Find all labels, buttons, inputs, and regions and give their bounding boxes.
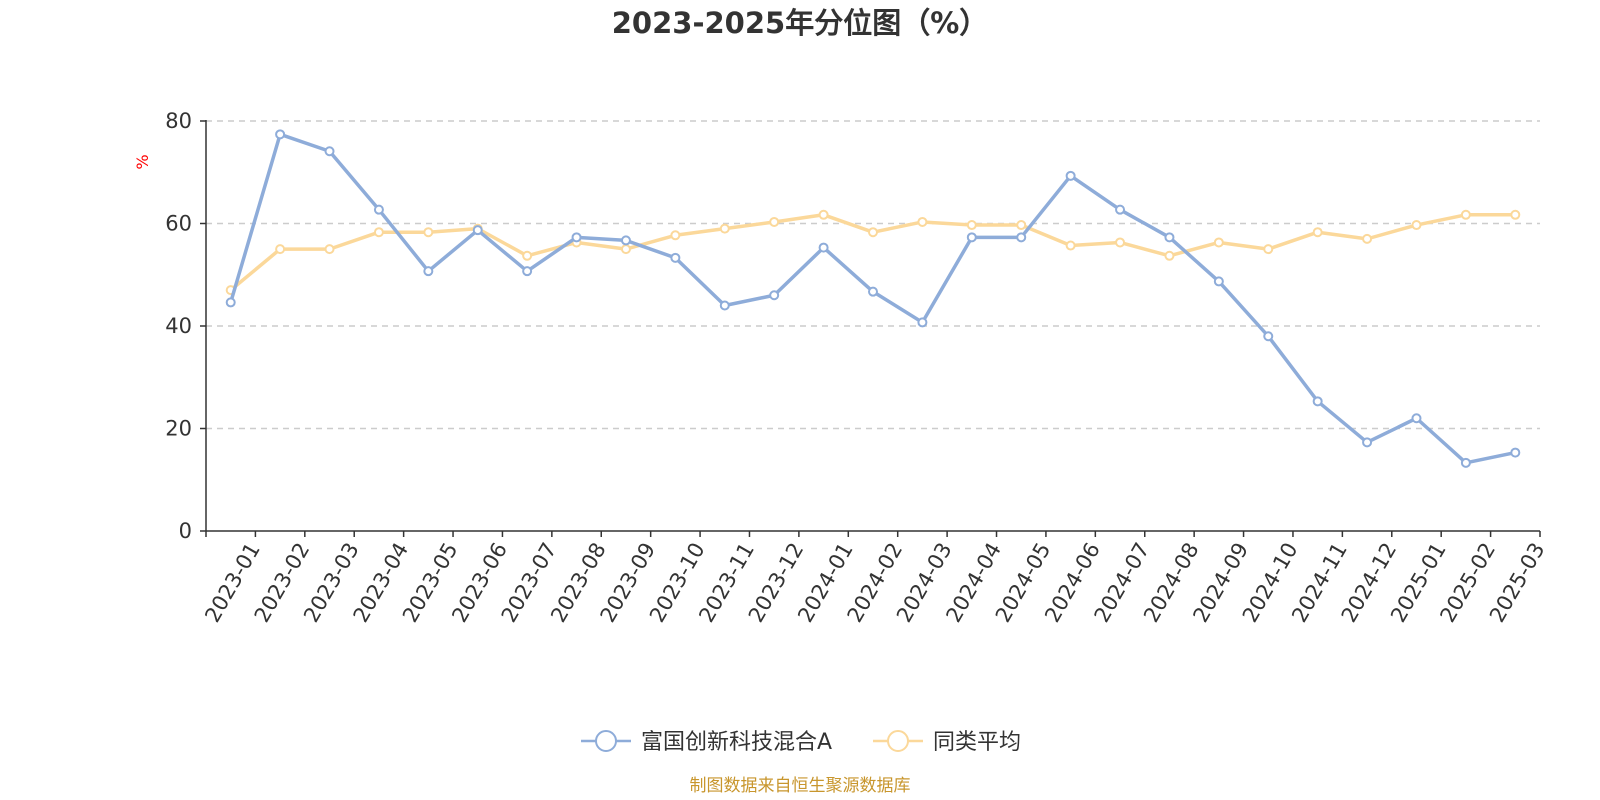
data-point[interactable] <box>1362 233 1373 244</box>
data-point[interactable] <box>1213 276 1224 287</box>
data-point[interactable] <box>966 232 977 243</box>
legend-item-1[interactable]: 同类平均 <box>873 730 1021 755</box>
series-1 <box>225 209 1521 296</box>
data-point[interactable] <box>769 216 780 227</box>
data-point[interactable] <box>1213 237 1224 248</box>
data-point[interactable] <box>1362 437 1373 448</box>
data-point[interactable] <box>522 250 533 261</box>
data-point[interactable] <box>472 225 483 236</box>
y-tick-label: 20 <box>165 417 192 441</box>
data-point[interactable] <box>1164 232 1175 243</box>
data-point[interactable] <box>275 129 286 140</box>
data-point[interactable] <box>1164 250 1175 261</box>
data-point[interactable] <box>373 227 384 238</box>
y-tick-label: 80 <box>165 109 192 133</box>
data-point[interactable] <box>818 242 829 253</box>
data-point[interactable] <box>1510 209 1521 220</box>
data-point[interactable] <box>1065 170 1076 181</box>
data-point[interactable] <box>868 286 878 297</box>
data-point[interactable] <box>818 209 829 220</box>
data-point[interactable] <box>1312 227 1323 238</box>
data-point[interactable] <box>917 216 928 227</box>
data-point[interactable] <box>719 223 730 234</box>
y-tick-label: 0 <box>179 519 192 543</box>
legend-label: 富国创新科技混合A <box>641 730 832 755</box>
data-point[interactable] <box>225 297 236 308</box>
series-line <box>229 213 1516 292</box>
data-point[interactable] <box>1411 220 1422 231</box>
data-point[interactable] <box>670 230 681 241</box>
legend-circle-icon <box>887 730 909 752</box>
data-point[interactable] <box>1115 237 1126 248</box>
y-tick-label: 60 <box>165 212 192 236</box>
source-note: 制图数据来自恒生聚源数据库 <box>690 776 911 796</box>
data-point[interactable] <box>275 244 286 255</box>
y-tick-label: 40 <box>165 314 192 338</box>
legend: 富国创新科技混合A 同类平均 <box>581 730 1021 755</box>
data-point[interactable] <box>423 227 434 238</box>
data-point[interactable] <box>1016 232 1027 243</box>
data-point[interactable] <box>769 290 780 301</box>
series-0 <box>225 129 1521 468</box>
y-axis-unit-label: % <box>133 154 152 169</box>
data-point[interactable] <box>1115 204 1126 215</box>
series-lines <box>225 129 1521 468</box>
data-point[interactable] <box>670 252 681 263</box>
data-point[interactable] <box>868 227 878 238</box>
data-point[interactable] <box>571 232 582 243</box>
data-point[interactable] <box>1065 240 1076 251</box>
data-point[interactable] <box>1312 396 1323 407</box>
data-point[interactable] <box>1510 447 1521 458</box>
chart-title: 2023-2025年分位图（%） <box>612 6 989 40</box>
data-point[interactable] <box>423 266 434 277</box>
data-point[interactable] <box>373 204 384 215</box>
data-point[interactable] <box>917 317 928 328</box>
series-line <box>229 132 1516 465</box>
y-tick-labels: 0 20 40 60 80 <box>165 109 192 543</box>
data-point[interactable] <box>719 300 730 311</box>
axes <box>200 120 1541 537</box>
data-point[interactable] <box>522 266 533 277</box>
data-point[interactable] <box>1263 331 1274 342</box>
data-point[interactable] <box>324 146 335 157</box>
legend-circle-icon <box>595 730 617 752</box>
data-point[interactable] <box>1263 244 1274 255</box>
legend-label: 同类平均 <box>933 730 1021 755</box>
data-point[interactable] <box>1460 457 1471 468</box>
data-point[interactable] <box>620 244 631 255</box>
data-point[interactable] <box>966 220 977 231</box>
legend-item-0[interactable]: 富国创新科技混合A <box>581 730 832 755</box>
grid-lines <box>206 120 1540 430</box>
data-point[interactable] <box>1016 220 1027 231</box>
data-point[interactable] <box>1460 209 1471 220</box>
data-point[interactable] <box>1411 413 1422 424</box>
data-point[interactable] <box>324 244 335 255</box>
data-point[interactable] <box>620 235 631 246</box>
x-tick-labels: 2023-012023-022023-032023-042023-052023-… <box>200 539 1549 627</box>
